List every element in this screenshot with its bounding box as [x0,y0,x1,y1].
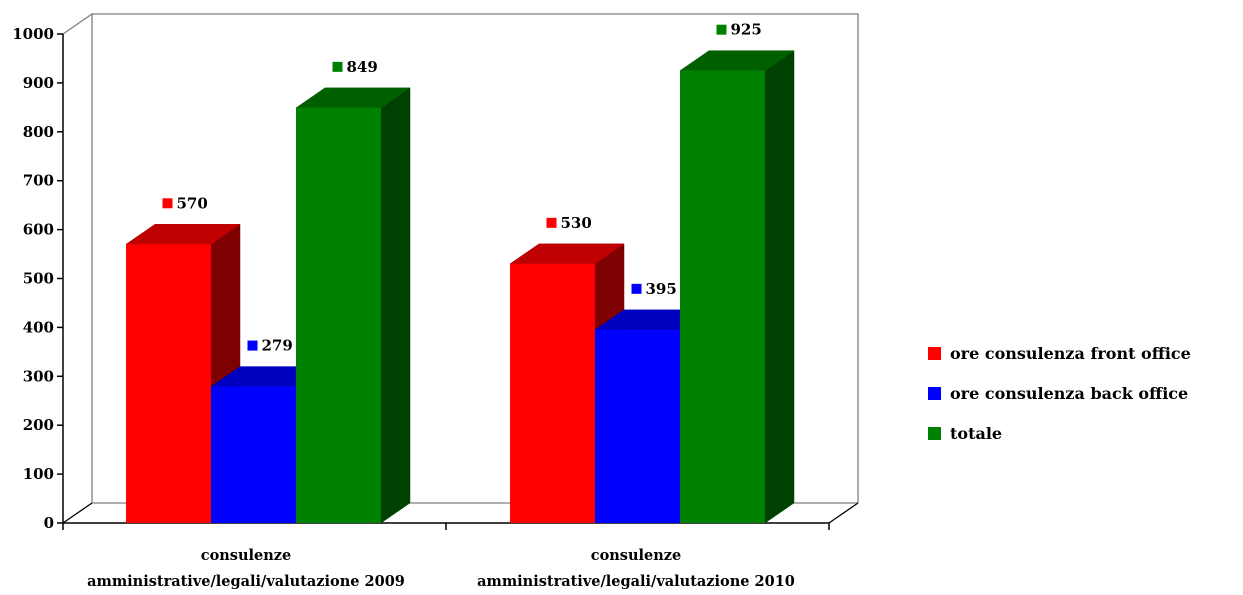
y-tick-label: 200 [23,416,54,434]
y-tick-label: 1000 [12,25,54,43]
y-tick-label: 700 [23,172,54,190]
bar [595,329,680,523]
floor-left-edge [62,502,93,524]
data-label: 395 [646,280,677,298]
data-label: 925 [731,21,762,39]
bar [510,263,595,523]
x-axis: consulenze amministrative/legali/valutazi… [62,522,830,590]
legend: ore consulenza front office ore consulenz… [928,344,1191,443]
legend-swatch [928,387,941,400]
legend-label: ore consulenza back office [950,384,1188,403]
data-label-key [716,24,727,35]
back-wall-edge [92,13,859,503]
y-axis: 0 100 200 300 400 500 600 700 800 900 1000 [12,25,64,532]
y-tick-label: 800 [23,123,54,141]
legend-swatch [928,347,941,360]
legend-swatch [928,427,941,440]
y-tick-label: 900 [23,74,54,92]
legend-label: ore consulenza front office [950,344,1191,363]
bar [680,70,765,524]
x-category-label: amministrative/legali/valutazione 2009 [87,573,405,590]
floor-right-edge [828,502,859,524]
x-category-label: consulenze [201,547,291,564]
y-tick-label: 400 [23,318,54,336]
bar-side [764,50,795,524]
y-tick-label: 100 [23,465,54,483]
bar [211,386,296,523]
x-category-label: consulenze [591,547,681,564]
y-tick-label: 300 [23,367,54,385]
data-label-key [247,340,258,351]
bar [296,107,381,524]
data-labels: 570 279 849 530 395 925 [162,21,762,355]
y-tick-label: 0 [44,514,54,532]
bar [126,244,211,523]
data-label: 279 [262,337,293,355]
data-label-key [162,198,173,209]
bars [125,50,795,524]
y-tick-label: 600 [23,221,54,239]
y-tick-label: 500 [23,270,54,288]
data-label: 570 [177,194,208,212]
data-label: 530 [561,214,592,232]
x-category-label: amministrative/legali/valutazione 2010 [477,573,795,590]
legend-label: totale [950,424,1002,443]
bar-side [380,87,411,524]
data-label: 849 [347,58,378,76]
data-label-key [332,61,343,72]
data-label-key [546,217,557,228]
data-label-key [631,283,642,294]
left-wall-edge [62,12,93,503]
